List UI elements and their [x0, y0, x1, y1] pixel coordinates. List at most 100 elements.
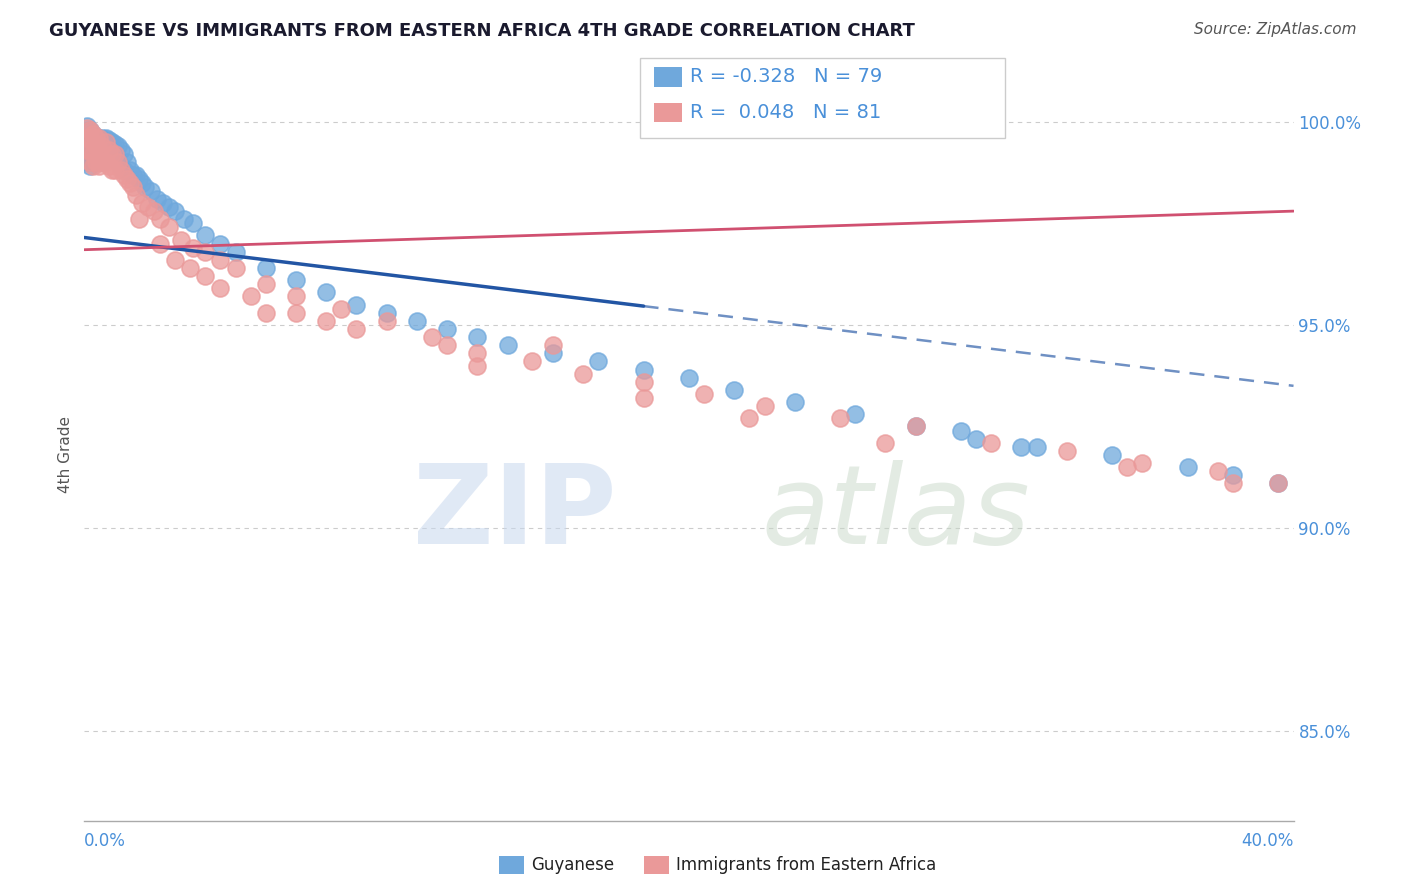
- Point: [79, 123, 101, 137]
- Point: [82, 127, 104, 141]
- Text: Immigrants from Eastern Africa: Immigrants from Eastern Africa: [676, 856, 936, 874]
- Point: [346, 297, 368, 311]
- Point: [254, 277, 277, 292]
- Point: [783, 395, 806, 409]
- Point: [118, 163, 141, 178]
- Point: [152, 196, 174, 211]
- Point: [131, 196, 153, 211]
- Point: [125, 187, 148, 202]
- Point: [76, 143, 98, 157]
- Point: [1177, 460, 1199, 475]
- Point: [285, 289, 308, 303]
- Point: [110, 160, 132, 174]
- Point: [496, 338, 519, 352]
- Point: [254, 260, 277, 275]
- Point: [436, 338, 458, 352]
- Point: [139, 184, 162, 198]
- Point: [131, 176, 153, 190]
- Point: [121, 179, 143, 194]
- Point: [830, 411, 852, 425]
- Point: [572, 367, 595, 381]
- Point: [209, 252, 232, 267]
- Point: [91, 131, 114, 145]
- Text: R =  0.048   N = 81: R = 0.048 N = 81: [690, 103, 882, 122]
- Text: atlas: atlas: [762, 460, 1031, 567]
- Point: [142, 204, 165, 219]
- Point: [79, 123, 101, 137]
- Point: [128, 212, 150, 227]
- Point: [86, 131, 108, 145]
- Point: [76, 131, 98, 145]
- Point: [875, 435, 897, 450]
- Point: [82, 135, 104, 149]
- Point: [239, 289, 262, 303]
- Point: [94, 155, 117, 169]
- Point: [79, 131, 101, 145]
- Point: [82, 160, 104, 174]
- Point: [94, 131, 117, 145]
- Point: [723, 383, 745, 397]
- Point: [157, 200, 180, 214]
- Point: [157, 220, 180, 235]
- Point: [110, 163, 132, 178]
- Point: [89, 151, 111, 165]
- Point: [520, 354, 543, 368]
- Point: [76, 155, 98, 169]
- Point: [97, 133, 120, 147]
- Point: [89, 131, 111, 145]
- Point: [94, 135, 117, 149]
- Point: [693, 387, 716, 401]
- Point: [285, 273, 308, 287]
- Point: [86, 151, 108, 165]
- Point: [97, 147, 120, 161]
- Point: [79, 131, 101, 145]
- Point: [86, 155, 108, 169]
- Point: [346, 322, 368, 336]
- Point: [1267, 476, 1289, 491]
- Text: ZIP: ZIP: [413, 460, 616, 567]
- Point: [91, 155, 114, 169]
- Point: [1130, 456, 1153, 470]
- Point: [209, 281, 232, 295]
- Point: [104, 136, 127, 151]
- Point: [91, 139, 114, 153]
- Point: [633, 391, 655, 405]
- Point: [181, 241, 204, 255]
- Point: [107, 155, 129, 169]
- Point: [1267, 476, 1289, 491]
- Point: [950, 424, 973, 438]
- Point: [330, 301, 353, 316]
- Point: [104, 163, 127, 178]
- Text: GUYANESE VS IMMIGRANTS FROM EASTERN AFRICA 4TH GRADE CORRELATION CHART: GUYANESE VS IMMIGRANTS FROM EASTERN AFRI…: [49, 22, 915, 40]
- Point: [112, 168, 135, 182]
- Point: [121, 168, 143, 182]
- Point: [254, 306, 277, 320]
- Point: [754, 399, 776, 413]
- Point: [678, 370, 700, 384]
- Point: [100, 151, 122, 165]
- Text: Guyanese: Guyanese: [531, 856, 614, 874]
- Point: [100, 135, 122, 149]
- Point: [82, 127, 104, 141]
- Point: [76, 131, 98, 145]
- Point: [541, 346, 564, 360]
- Point: [980, 435, 1002, 450]
- Point: [1222, 468, 1244, 483]
- Point: [91, 143, 114, 157]
- Point: [136, 200, 159, 214]
- Point: [128, 171, 150, 186]
- Point: [194, 228, 217, 243]
- Point: [285, 306, 308, 320]
- Point: [91, 155, 114, 169]
- Point: [86, 131, 108, 145]
- Point: [89, 131, 111, 145]
- Text: Source: ZipAtlas.com: Source: ZipAtlas.com: [1194, 22, 1357, 37]
- Point: [170, 233, 193, 247]
- Point: [633, 362, 655, 376]
- Point: [118, 176, 141, 190]
- Point: [76, 143, 98, 157]
- Point: [107, 139, 129, 153]
- Point: [82, 143, 104, 157]
- Point: [436, 322, 458, 336]
- Point: [112, 147, 135, 161]
